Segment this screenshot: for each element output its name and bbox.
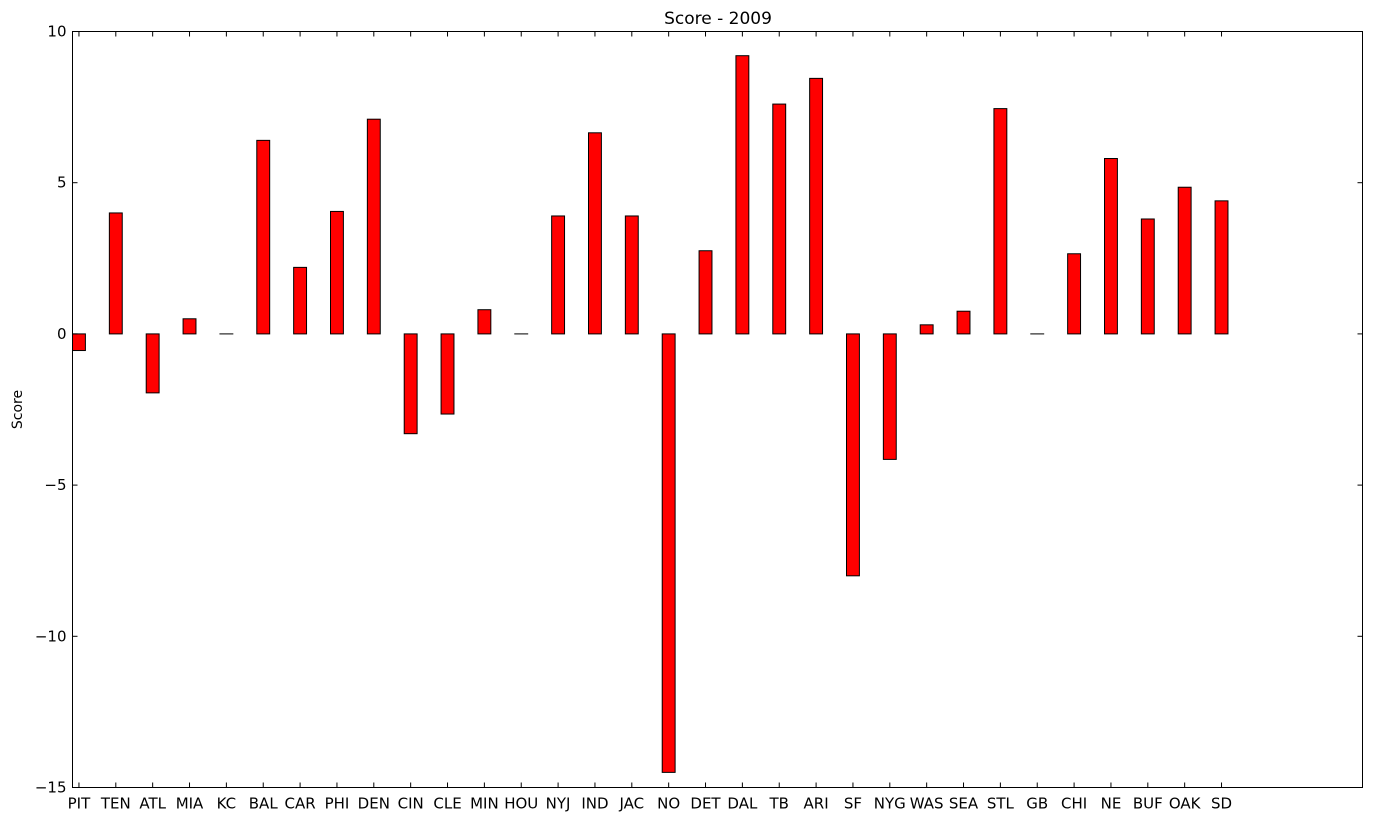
y-tick-label: 5: [57, 174, 67, 192]
x-tick-label: ATL: [139, 795, 166, 813]
x-tick-label: TEN: [100, 795, 131, 813]
x-tick-label: IND: [581, 795, 608, 813]
bar-cle: [441, 334, 454, 414]
bar-buf: [1141, 219, 1154, 334]
chart-title: Score - 2009: [664, 9, 772, 29]
bar-tb: [773, 104, 786, 334]
bar-nyj: [552, 216, 565, 334]
bar-ind: [589, 133, 602, 334]
x-tick-label: GB: [1026, 795, 1048, 813]
x-tick-label: OAK: [1169, 795, 1202, 813]
x-tick-label: BAL: [249, 795, 279, 813]
bars-group: [73, 56, 1228, 773]
bar-stl: [994, 109, 1007, 334]
bar-sea: [957, 311, 970, 334]
bar-oak: [1178, 187, 1191, 334]
bar-nyg: [883, 334, 896, 459]
x-tick-label: BUF: [1133, 795, 1163, 813]
x-tick-label: DET: [690, 795, 721, 813]
bar-atl: [146, 334, 159, 393]
bar-ne: [1105, 159, 1118, 334]
x-tick-label: NYJ: [546, 795, 571, 813]
y-tick-label: −10: [35, 627, 67, 645]
bar-chi: [1068, 254, 1081, 334]
x-tick-label: CAR: [285, 795, 316, 813]
ticks-group: PIT TEN ATL MIA KC BAL CAR PHI DEN CIN CLE MIN HOU NY…: [35, 23, 1363, 813]
y-tick-label: −15: [35, 779, 67, 797]
y-tick-label: −5: [44, 476, 66, 494]
x-tick-label: KC: [217, 795, 237, 813]
bar-phi: [331, 211, 344, 333]
x-tick-label: STL: [987, 795, 1015, 813]
x-tick-label: CIN: [398, 795, 424, 813]
x-tick-label: SD: [1211, 795, 1232, 813]
bar-jac: [625, 216, 638, 334]
bar-car: [294, 267, 307, 334]
x-tick-label: MIN: [470, 795, 499, 813]
bar-det: [699, 251, 712, 334]
y-tick-label: 0: [57, 325, 67, 343]
bar-sd: [1215, 201, 1228, 334]
bar-ari: [810, 78, 823, 334]
x-tick-label: CLE: [433, 795, 461, 813]
y-axis-label: Score: [10, 390, 26, 429]
bar-sf: [847, 334, 860, 576]
x-tick-label: NE: [1101, 795, 1122, 813]
x-tick-label: SEA: [949, 795, 979, 813]
bar-was: [920, 325, 933, 334]
bar-ten: [109, 213, 122, 334]
bar-pit: [73, 334, 86, 351]
bar-min: [478, 310, 491, 334]
x-tick-label: NYG: [874, 795, 906, 813]
x-tick-label: PIT: [68, 795, 91, 813]
x-tick-label: DAL: [727, 795, 758, 813]
x-tick-label: HOU: [504, 795, 538, 813]
bar-no: [662, 334, 675, 772]
x-tick-label: ARI: [804, 795, 829, 813]
bar-cin: [404, 334, 417, 434]
bar-den: [367, 119, 380, 334]
x-tick-label: JAC: [618, 795, 644, 813]
x-tick-label: PHI: [325, 795, 350, 813]
x-tick-label: DEN: [358, 795, 390, 813]
bar-bal: [257, 140, 270, 334]
bar-mia: [183, 319, 196, 334]
x-tick-label: WAS: [910, 795, 944, 813]
x-tick-label: NO: [657, 795, 680, 813]
bar-dal: [736, 56, 749, 334]
x-tick-label: CHI: [1061, 795, 1087, 813]
x-tick-label: MIA: [176, 795, 204, 813]
x-tick-label: SF: [844, 795, 862, 813]
x-tick-label: TB: [769, 795, 789, 813]
y-tick-label: 10: [47, 23, 66, 41]
